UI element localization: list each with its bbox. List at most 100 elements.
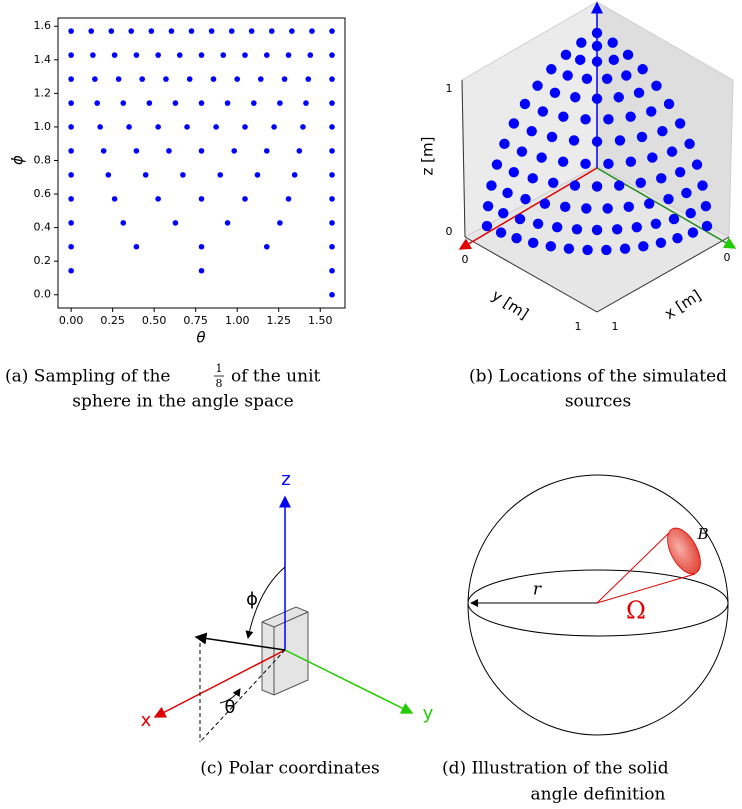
point	[242, 124, 248, 130]
source-point	[632, 222, 642, 232]
point	[329, 52, 335, 58]
source-point	[623, 50, 633, 60]
point	[199, 52, 205, 58]
y-label: y	[423, 703, 434, 724]
point	[297, 148, 303, 154]
point	[199, 148, 205, 154]
source-point	[570, 180, 580, 190]
y-axis-label: ϕ	[9, 155, 27, 165]
source-point	[702, 221, 712, 231]
source-point	[651, 81, 661, 91]
source-point	[603, 159, 613, 169]
y-axis-label: y [m]	[489, 286, 532, 323]
x-axis-label: x [m]	[661, 286, 704, 323]
point	[97, 124, 103, 130]
source-point	[486, 180, 496, 190]
point	[225, 220, 231, 226]
source-point	[656, 173, 666, 183]
x-tick-label: 1	[612, 320, 619, 333]
point	[329, 268, 335, 274]
point	[149, 28, 155, 34]
source-point	[684, 139, 694, 149]
y-tick-label: 0	[462, 253, 469, 266]
source-point	[644, 198, 654, 208]
point	[68, 124, 74, 130]
point	[173, 220, 179, 226]
point	[68, 100, 74, 106]
y-tick-label: 0.2	[34, 254, 52, 267]
source-point	[492, 159, 502, 169]
source-point	[528, 173, 538, 183]
source-point	[536, 152, 546, 162]
x-tick-label: 0	[724, 251, 731, 264]
source-point	[527, 126, 537, 136]
source-point	[592, 94, 602, 104]
point	[90, 52, 96, 58]
source-point	[509, 167, 519, 177]
source-point	[546, 241, 556, 251]
point	[309, 28, 315, 34]
source-point	[602, 74, 612, 84]
y-tick-label: 0.6	[34, 187, 52, 200]
source-point	[575, 55, 585, 65]
point	[286, 52, 292, 58]
source-point	[672, 233, 682, 243]
source-point	[614, 92, 624, 102]
source-point	[509, 118, 519, 128]
point	[231, 148, 237, 154]
point	[264, 52, 270, 58]
point	[68, 172, 74, 178]
x-label: x	[141, 710, 152, 731]
point	[220, 52, 226, 58]
point	[116, 76, 122, 82]
source-point	[582, 245, 592, 255]
point	[128, 28, 134, 34]
source-point	[592, 136, 602, 146]
source-point	[675, 118, 685, 128]
point	[120, 220, 126, 226]
point	[112, 196, 118, 202]
caption-b: sources	[565, 392, 631, 412]
source-point	[496, 227, 506, 237]
point	[251, 100, 257, 106]
source-point	[552, 222, 562, 232]
caption-a-fraction: 1	[216, 362, 223, 375]
source-point	[667, 146, 677, 156]
source-point	[572, 224, 582, 234]
source-point	[647, 152, 657, 162]
source-point	[636, 178, 646, 188]
source-point	[560, 202, 570, 212]
caption-a: sphere in the angle space	[72, 392, 293, 412]
point	[143, 172, 149, 178]
point	[68, 244, 74, 250]
source-point	[550, 88, 560, 98]
plot-frame	[58, 18, 345, 308]
point	[189, 28, 195, 34]
caption-a: (a) Sampling of the	[5, 367, 170, 387]
point	[120, 100, 126, 106]
source-point	[498, 208, 508, 218]
source-point	[614, 180, 624, 190]
point	[134, 244, 140, 250]
point	[329, 100, 335, 106]
source-point	[688, 227, 698, 237]
caption-c: (c) Polar coordinates	[200, 759, 379, 779]
source-point	[607, 37, 617, 47]
source-point	[570, 92, 580, 102]
source-point	[602, 203, 612, 213]
point	[199, 244, 205, 250]
source-point	[582, 74, 592, 84]
point	[155, 52, 161, 58]
source-point	[548, 178, 558, 188]
point	[234, 76, 240, 82]
point	[68, 220, 74, 226]
x-tick-label: 0.00	[59, 314, 84, 327]
y-tick-label: 1.4	[34, 53, 52, 66]
caption-a: of the unit	[231, 367, 321, 387]
x-tick-label: 0.75	[183, 314, 208, 327]
source-point	[547, 132, 557, 142]
point	[166, 148, 172, 154]
source-point	[502, 188, 512, 198]
z-tick-label: 1	[446, 82, 453, 95]
source-point	[692, 159, 702, 169]
